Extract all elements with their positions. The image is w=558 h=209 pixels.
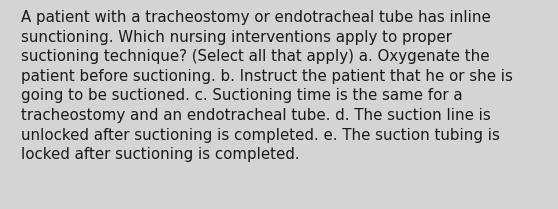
Text: A patient with a tracheostomy or endotracheal tube has inline
sunctioning. Which: A patient with a tracheostomy or endotra…: [21, 10, 513, 162]
